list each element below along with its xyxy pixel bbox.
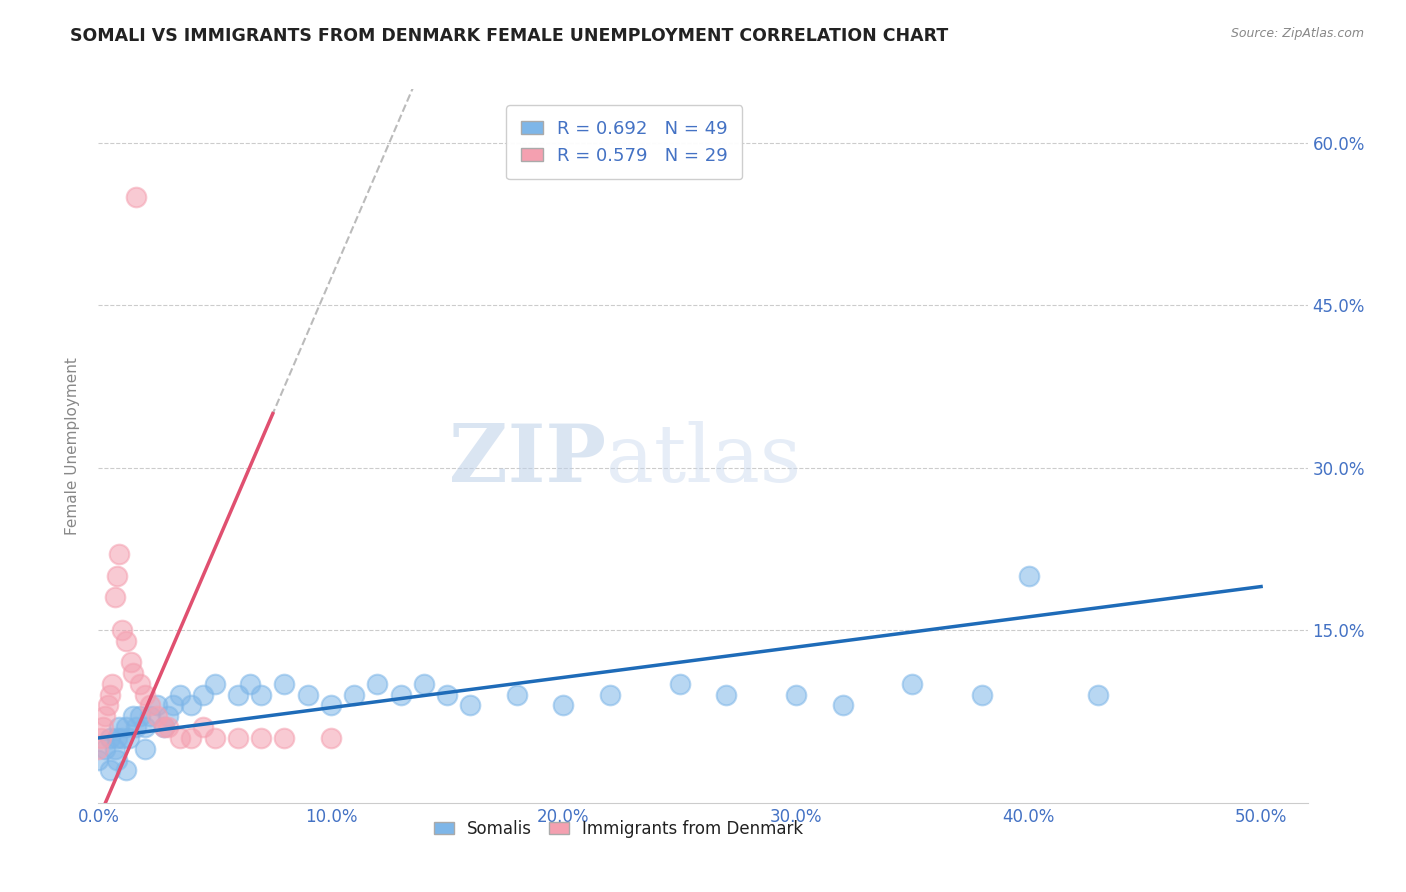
Point <box>120 655 142 669</box>
Point <box>204 731 226 745</box>
Point <box>436 688 458 702</box>
Point <box>273 731 295 745</box>
Point <box>1018 568 1040 582</box>
Point <box>191 720 214 734</box>
Point <box>134 688 156 702</box>
Point <box>90 731 112 745</box>
Point <box>831 698 853 713</box>
Point <box>105 568 128 582</box>
Point <box>115 720 138 734</box>
Point <box>226 688 249 702</box>
Point <box>97 698 120 713</box>
Point <box>94 709 117 723</box>
Point <box>129 677 152 691</box>
Point <box>250 688 273 702</box>
Point <box>115 633 138 648</box>
Point <box>250 731 273 745</box>
Point <box>87 753 110 767</box>
Point <box>104 741 127 756</box>
Text: ZIP: ZIP <box>450 421 606 500</box>
Legend: Somalis, Immigrants from Denmark: Somalis, Immigrants from Denmark <box>427 814 810 845</box>
Point <box>901 677 924 691</box>
Point <box>180 698 202 713</box>
Point <box>413 677 436 691</box>
Point <box>460 698 482 713</box>
Point <box>319 698 342 713</box>
Point <box>1087 688 1109 702</box>
Point <box>389 688 412 702</box>
Point <box>91 720 114 734</box>
Point <box>124 720 146 734</box>
Point <box>111 623 134 637</box>
Point <box>104 591 127 605</box>
Point <box>366 677 388 691</box>
Point <box>343 688 366 702</box>
Point <box>138 698 160 713</box>
Point <box>506 688 529 702</box>
Point <box>145 709 167 723</box>
Point <box>87 741 110 756</box>
Point <box>111 731 134 745</box>
Point <box>970 688 993 702</box>
Point <box>98 764 121 778</box>
Text: SOMALI VS IMMIGRANTS FROM DENMARK FEMALE UNEMPLOYMENT CORRELATION CHART: SOMALI VS IMMIGRANTS FROM DENMARK FEMALE… <box>70 27 949 45</box>
Point <box>180 731 202 745</box>
Point <box>204 677 226 691</box>
Point <box>94 741 117 756</box>
Point <box>118 731 141 745</box>
Point <box>145 698 167 713</box>
Point <box>169 731 191 745</box>
Point <box>134 741 156 756</box>
Y-axis label: Female Unemployment: Female Unemployment <box>65 357 80 535</box>
Point <box>553 698 575 713</box>
Point <box>239 677 262 691</box>
Point <box>668 677 690 691</box>
Point <box>122 709 145 723</box>
Point <box>152 720 174 734</box>
Point <box>599 688 621 702</box>
Point <box>108 547 131 561</box>
Point <box>98 688 121 702</box>
Point <box>124 190 146 204</box>
Point <box>98 731 121 745</box>
Point <box>105 731 128 745</box>
Point <box>105 753 128 767</box>
Point <box>115 764 138 778</box>
Point <box>297 688 319 702</box>
Point <box>157 709 180 723</box>
Point <box>122 666 145 681</box>
Point <box>162 698 184 713</box>
Point <box>716 688 738 702</box>
Point <box>226 731 249 745</box>
Point <box>319 731 342 745</box>
Point <box>152 720 174 734</box>
Point <box>273 677 295 691</box>
Point <box>169 688 191 702</box>
Text: Source: ZipAtlas.com: Source: ZipAtlas.com <box>1230 27 1364 40</box>
Point <box>101 677 124 691</box>
Point <box>785 688 807 702</box>
Point <box>108 720 131 734</box>
Point <box>138 709 160 723</box>
Point <box>134 720 156 734</box>
Point <box>191 688 214 702</box>
Point <box>129 709 152 723</box>
Text: atlas: atlas <box>606 421 801 500</box>
Point <box>157 720 180 734</box>
